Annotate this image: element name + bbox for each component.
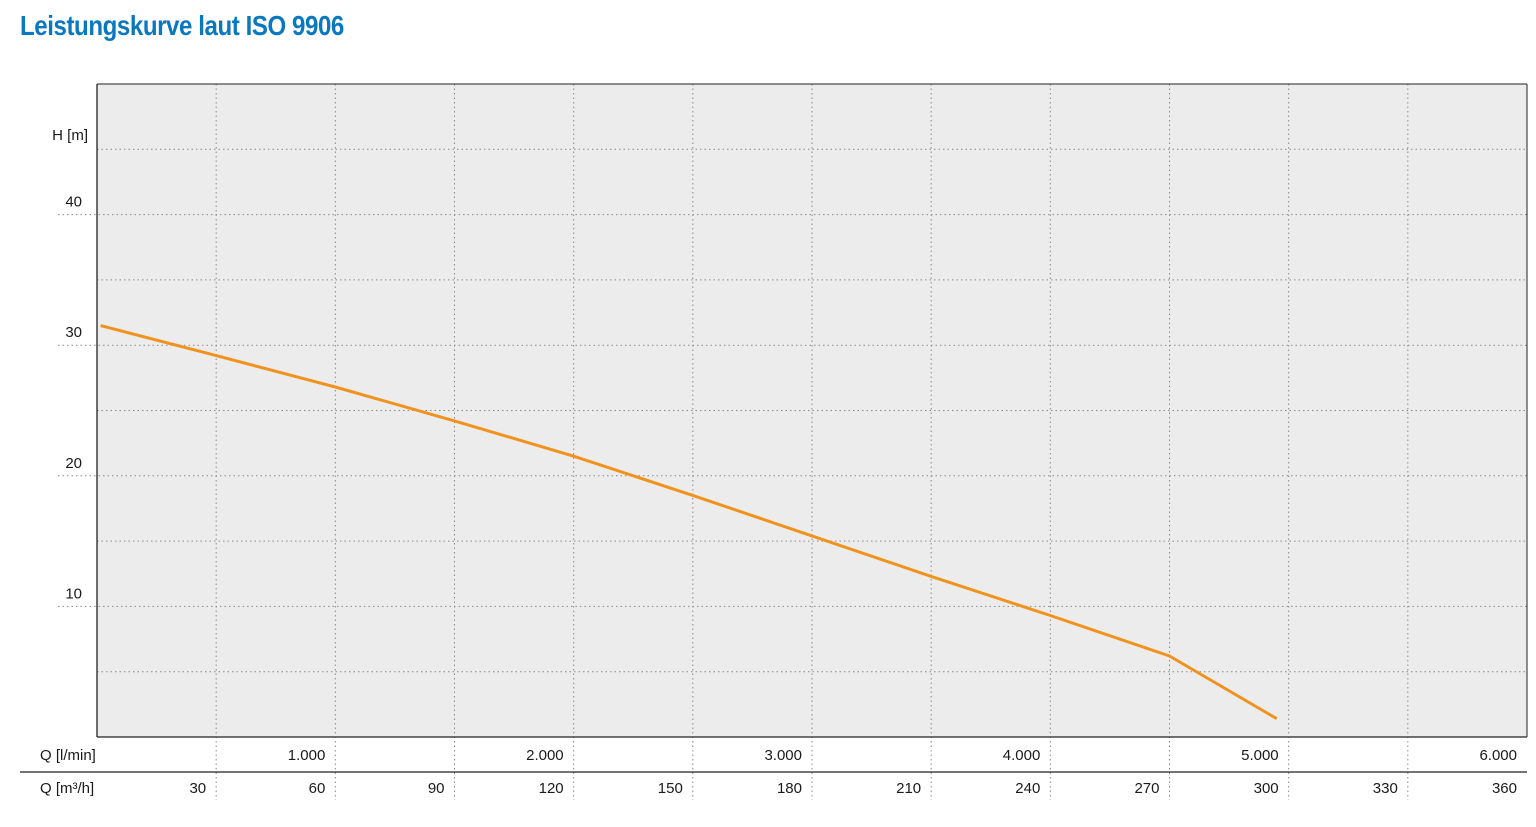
x-tick-label-m3h: 60 [309, 780, 326, 797]
x-tick-label-m3h: 120 [539, 780, 564, 797]
y-tick-label: 30 [65, 324, 82, 341]
x-tick-label-m3h: 150 [658, 780, 683, 797]
x-tick-label-m3h: 300 [1254, 780, 1279, 797]
grid-lines [58, 84, 1527, 800]
y-tick-label: 20 [65, 455, 82, 472]
series-layer [100, 324, 1278, 720]
axis-labels: 10 20 30 40 H [m] Q [l/min] 1.000 2.000 3.000 4.0… [40, 127, 1517, 797]
x-tick-label-m3h: 180 [777, 780, 802, 797]
x-tick-label-lmin: 2.000 [526, 747, 564, 764]
x-axis-label-lmin: Q [l/min] [40, 747, 96, 764]
chart-title: Leistungskurve laut ISO 9906 [20, 10, 344, 41]
x-tick-label-m3h: 30 [189, 780, 206, 797]
y-axis-label: H [m] [52, 127, 88, 144]
y-tick-label: 40 [65, 194, 82, 211]
x-tick-label-m3h: 210 [896, 780, 921, 797]
x-tick-label-m3h: 360 [1492, 780, 1517, 797]
x-tick-label-lmin: 1.000 [288, 747, 326, 764]
performance-curve-line [100, 324, 1278, 720]
x-tick-label-m3h: 330 [1373, 780, 1398, 797]
plot-frame [20, 83, 1528, 773]
x-tick-label-lmin: 3.000 [764, 747, 802, 764]
x-tick-label-m3h: 90 [428, 780, 445, 797]
x-tick-label-m3h: 270 [1134, 780, 1159, 797]
x-axis-label-m3h: Q [m³/h] [40, 780, 94, 797]
y-tick-label: 10 [65, 585, 82, 602]
x-tick-label-lmin: 6.000 [1479, 747, 1517, 764]
x-tick-label-lmin: 4.000 [1003, 747, 1041, 764]
x-tick-label-lmin: 5.000 [1241, 747, 1279, 764]
x-tick-label-m3h: 240 [1015, 780, 1040, 797]
